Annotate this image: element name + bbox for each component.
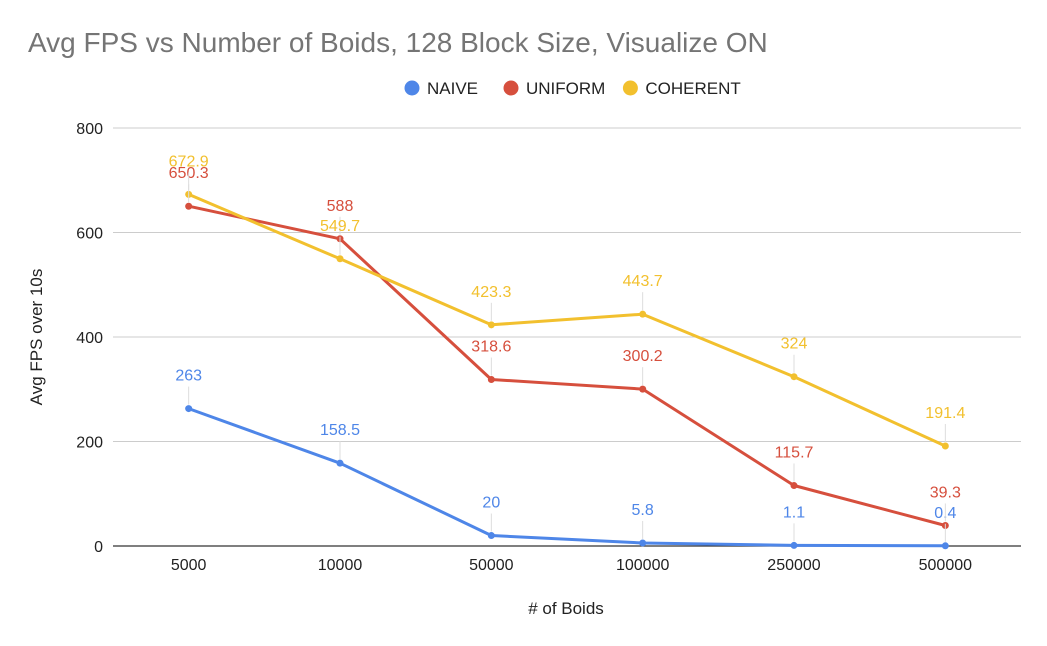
legend-swatch: [503, 80, 519, 96]
x-tick-label: 100000: [616, 557, 669, 574]
data-label: 443.7: [623, 273, 663, 290]
y-tick-label: 400: [76, 330, 103, 347]
chart-title: Avg FPS vs Number of Boids, 128 Block Si…: [28, 27, 768, 58]
data-point: [185, 202, 193, 210]
data-label: 549.7: [320, 218, 360, 235]
legend-label: NAIVE: [427, 79, 478, 98]
data-point: [487, 321, 495, 329]
data-point: [487, 532, 495, 540]
data-point: [941, 442, 949, 450]
data-point: [790, 541, 798, 549]
legend-swatch: [404, 80, 420, 96]
data-label: 300.2: [623, 348, 663, 365]
data-point: [941, 542, 949, 550]
data-label: 588: [327, 198, 354, 215]
data-point: [639, 310, 647, 318]
gridlines: [113, 127, 1021, 547]
data-point: [487, 376, 495, 384]
series-line-naive: [187, 407, 947, 548]
data-point: [639, 539, 647, 547]
x-tick-label: 500000: [919, 557, 972, 574]
legend-label: COHERENT: [645, 79, 740, 98]
legend-label: UNIFORM: [526, 79, 605, 98]
data-point: [639, 385, 647, 393]
y-axis-title: Avg FPS over 10s: [27, 269, 46, 406]
data-label: 115.7: [775, 445, 814, 462]
data-label: 5.8: [632, 502, 654, 519]
x-tick-label: 10000: [318, 557, 363, 574]
y-tick-label: 600: [76, 226, 103, 243]
data-label: 191.4: [925, 405, 965, 422]
data-label: 39.3: [930, 484, 961, 501]
data-label: 263: [175, 368, 202, 385]
data-label: 423.3: [471, 284, 511, 301]
data-label: 158.5: [320, 422, 360, 439]
x-tick-label: 50000: [469, 557, 514, 574]
y-tick-label: 200: [76, 435, 103, 452]
legend-swatch: [622, 80, 638, 96]
x-axis-ticks: 5000 10000 50000 100000 250000 500000: [171, 557, 972, 574]
data-point: [336, 459, 344, 467]
x-axis-title: # of Boids: [528, 599, 604, 618]
data-point: [790, 373, 798, 381]
x-tick-label: 250000: [767, 557, 820, 574]
data-point: [336, 255, 344, 263]
legend-item: COHERENT: [622, 79, 741, 98]
data-point: [185, 405, 193, 413]
legend: NAIVE UNIFORM COHERENT: [404, 79, 741, 98]
legend-item: UNIFORM: [503, 79, 605, 98]
series-layer: [185, 190, 949, 550]
y-tick-label: 0: [94, 539, 103, 556]
data-label: 20: [482, 495, 500, 512]
data-label: 324: [781, 336, 808, 353]
data-label: 318.6: [471, 339, 511, 356]
data-label: 672.9: [169, 153, 209, 170]
legend-item: NAIVE: [404, 79, 478, 98]
data-point: [790, 482, 798, 490]
series-line-coherent: [187, 192, 947, 448]
series-line-uniform: [187, 204, 947, 527]
x-tick-label: 5000: [171, 557, 207, 574]
y-axis-ticks: 0 200 400 600 800: [76, 121, 103, 556]
y-tick-label: 800: [76, 121, 103, 138]
data-label: 1.1: [783, 504, 805, 521]
